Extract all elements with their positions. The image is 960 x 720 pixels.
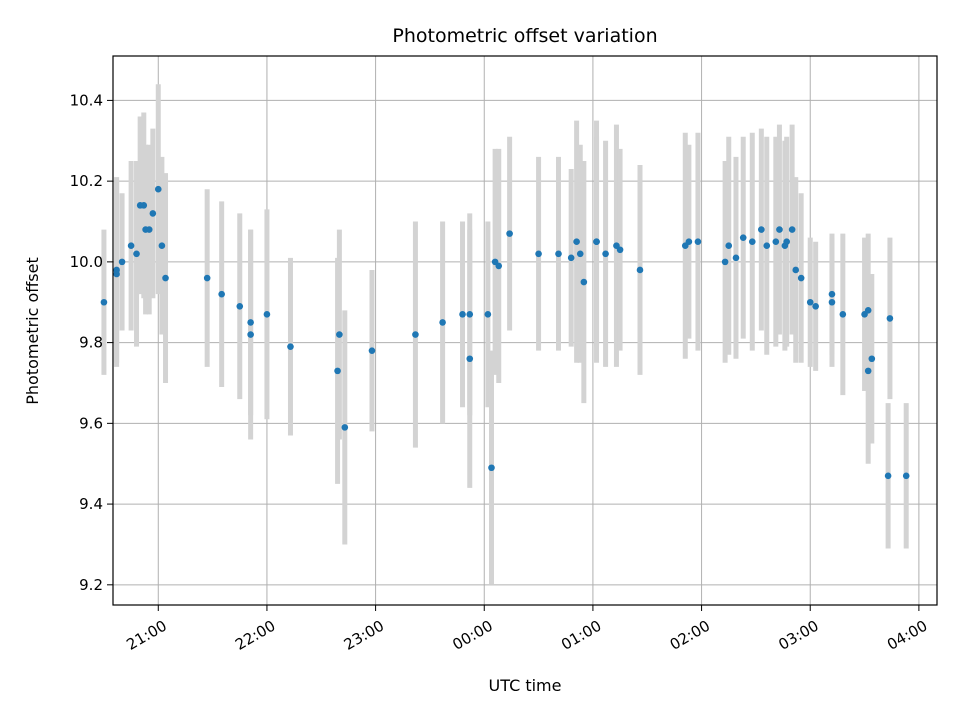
data-point [748, 238, 756, 245]
chart-title: Photometric offset variation [392, 25, 657, 47]
y-tick-label: 9.4 [79, 495, 103, 513]
data-point [602, 250, 609, 258]
data-point [593, 238, 600, 245]
data-point [788, 226, 796, 233]
grid [113, 56, 937, 605]
data-point [806, 298, 814, 306]
data-point [154, 185, 162, 193]
data-point [776, 226, 783, 233]
y-axis-title: Photometric offset [23, 257, 42, 405]
data-point [118, 258, 126, 266]
data-point [162, 274, 169, 282]
data-point [133, 250, 140, 258]
data-point [864, 367, 872, 375]
data-point [783, 238, 790, 245]
y-tick-label: 9.8 [79, 334, 103, 352]
data-point [439, 319, 446, 326]
data-point [828, 298, 836, 306]
data-point [145, 226, 153, 233]
data-point [763, 242, 771, 250]
data-point [218, 290, 225, 298]
data-point [555, 250, 562, 258]
data-point [739, 234, 747, 241]
data-point [535, 250, 542, 258]
data-point [287, 343, 294, 350]
data-point [368, 347, 376, 354]
y-tick-label: 9.2 [79, 576, 103, 594]
data-point [685, 238, 693, 245]
data-point [772, 238, 780, 245]
y-tick-label: 10.0 [70, 253, 103, 271]
data-point [839, 311, 847, 318]
y-tick-label: 9.6 [79, 414, 103, 432]
data-point [488, 464, 495, 472]
data-point [495, 262, 503, 270]
data-point [247, 319, 254, 326]
data-point [113, 266, 120, 274]
data-point [341, 424, 349, 431]
x-axis-title: UTC time [489, 676, 562, 695]
data-point [828, 290, 836, 298]
data-point [732, 254, 740, 262]
data-point [203, 274, 211, 282]
data-point [758, 226, 765, 233]
data-point [100, 298, 108, 306]
y-tick-label: 10.4 [70, 91, 103, 109]
data-point [616, 246, 624, 254]
data-point [567, 254, 575, 262]
data-point [466, 311, 474, 318]
data-point [466, 355, 474, 363]
data-point [902, 472, 910, 480]
data-point [580, 278, 588, 286]
data-point [864, 307, 872, 314]
data-point [247, 331, 254, 338]
data-point [694, 238, 702, 245]
data-point [336, 331, 343, 338]
data-point [236, 302, 244, 310]
data-point [886, 315, 894, 322]
data-point [812, 302, 819, 310]
data-point [263, 311, 271, 318]
data-point [636, 266, 644, 274]
data-point [792, 266, 800, 274]
data-point [140, 202, 148, 209]
data-point [149, 210, 157, 217]
data-point [721, 258, 729, 266]
plot-frame [112, 55, 938, 606]
data-point [459, 311, 466, 318]
data-point [797, 274, 805, 282]
y-tick-label: 10.2 [70, 172, 103, 190]
data-point [334, 367, 341, 375]
data-point [868, 355, 876, 363]
data-points [100, 185, 910, 480]
data-point [573, 238, 580, 245]
data-point [506, 230, 513, 237]
data-point [484, 311, 492, 318]
data-point [725, 242, 733, 250]
data-point [576, 250, 584, 258]
data-point [884, 472, 892, 480]
data-point [412, 331, 419, 338]
y-axis: 9.2 9.4 9.6 9.8 10.0 10.2 10.4 [70, 91, 113, 594]
data-point [158, 242, 166, 250]
data-point [127, 242, 135, 250]
